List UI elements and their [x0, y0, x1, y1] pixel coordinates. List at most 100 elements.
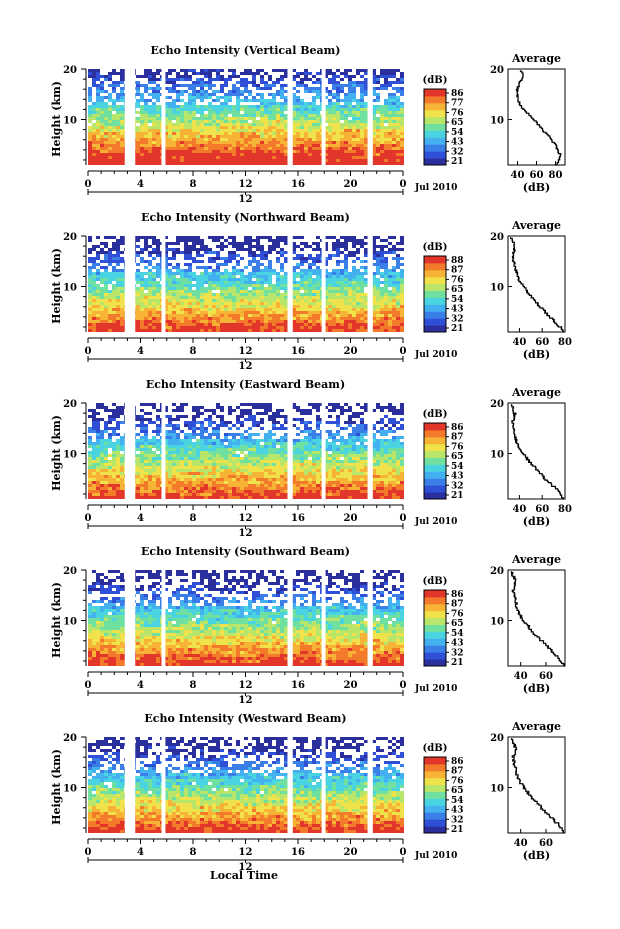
heatmap-cell [340, 326, 344, 329]
heatmap-cell [212, 308, 216, 311]
colorbar-segment [424, 311, 446, 319]
heatmap-cell [360, 132, 364, 135]
heatmap-cell [388, 93, 392, 96]
heatmap-cell [104, 305, 108, 308]
heatmap-cell [164, 120, 168, 123]
heatmap-cell [164, 266, 168, 269]
heatmap-cell [300, 81, 304, 84]
heatmap-cell [328, 78, 332, 81]
heatmap-cell [108, 135, 112, 138]
heatmap-cell [100, 162, 104, 165]
heatmap-cell [136, 278, 140, 281]
heatmap-cell [232, 117, 236, 120]
heatmap-cell [144, 305, 148, 308]
heatmap-cell [324, 281, 328, 284]
colorbar-tick-label: 65 [451, 285, 464, 295]
heatmap-cell [188, 317, 192, 320]
heatmap-cell [168, 87, 172, 90]
heatmap-cell [332, 126, 336, 129]
heatmap-cell [264, 147, 268, 150]
heatmap-cell [168, 263, 172, 266]
heatmap-cell [376, 302, 380, 305]
heatmap-cell [108, 293, 112, 296]
heatmap-cell [96, 135, 100, 138]
heatmap-cell [244, 81, 248, 84]
heatmap-cell [184, 72, 188, 75]
heatmap-cell [364, 296, 368, 299]
heatmap-cell [248, 236, 252, 239]
heatmap-cell [276, 141, 280, 144]
heatmap-cell [96, 138, 100, 141]
heatmap-cell [156, 254, 160, 257]
heatmap-cell [332, 242, 336, 245]
profile-x-tick-label: 40 [512, 337, 526, 348]
heatmap-cell [304, 412, 308, 415]
heatmap-cell [328, 144, 332, 147]
heatmap-cell [216, 254, 220, 257]
heatmap-cell [180, 93, 184, 96]
heatmap-cell [116, 421, 120, 424]
heatmap-cell [108, 105, 112, 108]
heatmap-cell [384, 317, 388, 320]
heatmap-cell [200, 132, 204, 135]
heatmap-cell [168, 153, 172, 156]
heatmap-cell [236, 415, 240, 418]
heatmap-cell [344, 102, 348, 105]
heatmap-cell [284, 99, 288, 102]
heatmap-cell [284, 236, 288, 239]
heatmap-cell [248, 263, 252, 266]
heatmap-cell [268, 144, 272, 147]
heatmap-cell [292, 120, 296, 123]
heatmap-cell [364, 409, 368, 412]
heatmap-cell [312, 75, 316, 78]
heatmap-cell [276, 114, 280, 117]
heatmap-cell [252, 421, 256, 424]
heatmap-cell [144, 114, 148, 117]
heatmap-cell [300, 84, 304, 87]
heatmap-cell [352, 278, 356, 281]
heatmap-cell [268, 117, 272, 120]
heatmap-cell [260, 156, 264, 159]
heatmap-cell [212, 311, 216, 314]
heatmap-cell [264, 108, 268, 111]
colorbar-segment [424, 262, 446, 271]
heatmap-cell [88, 278, 92, 281]
heatmap-cell [252, 120, 256, 123]
heatmap-cell [220, 162, 224, 165]
heatmap-cell [188, 93, 192, 96]
heatmap-cell [188, 299, 192, 302]
heatmap-cell [140, 248, 144, 251]
heatmap-cell [304, 314, 308, 317]
heatmap-cell [204, 299, 208, 302]
heatmap-cell [300, 257, 304, 260]
colorbar-tick-label: 54 [451, 128, 464, 138]
heatmap-cell [224, 299, 228, 302]
heatmap-cell [392, 251, 396, 254]
heatmap-cell [144, 329, 148, 332]
heatmap-cell [228, 117, 232, 120]
heatmap-cell [400, 153, 404, 156]
heatmap-cell [312, 141, 316, 144]
heatmap-cell [176, 305, 180, 308]
heatmap-cell [356, 314, 360, 317]
heatmap-cell [308, 266, 312, 269]
heatmap-cell [220, 156, 224, 159]
heatmap-cell [116, 132, 120, 135]
heatmap-cell [336, 251, 340, 254]
heatmap-cell [228, 272, 232, 275]
heatmap-cell [140, 436, 144, 439]
heatmap-cell [88, 281, 92, 284]
heatmap-cell [356, 302, 360, 305]
heatmap-cell [208, 132, 212, 135]
heatmap-cell [172, 102, 176, 105]
heatmap-cell [244, 138, 248, 141]
heatmap-cell [388, 75, 392, 78]
heatmap-cell [224, 308, 228, 311]
heatmap-cell [144, 120, 148, 123]
heatmap-cell [196, 162, 200, 165]
heatmap-cell [312, 135, 316, 138]
heatmap-cell [136, 75, 140, 78]
heatmap-cell [252, 257, 256, 260]
heatmap-cell [360, 421, 364, 424]
heatmap-cell [364, 260, 368, 263]
